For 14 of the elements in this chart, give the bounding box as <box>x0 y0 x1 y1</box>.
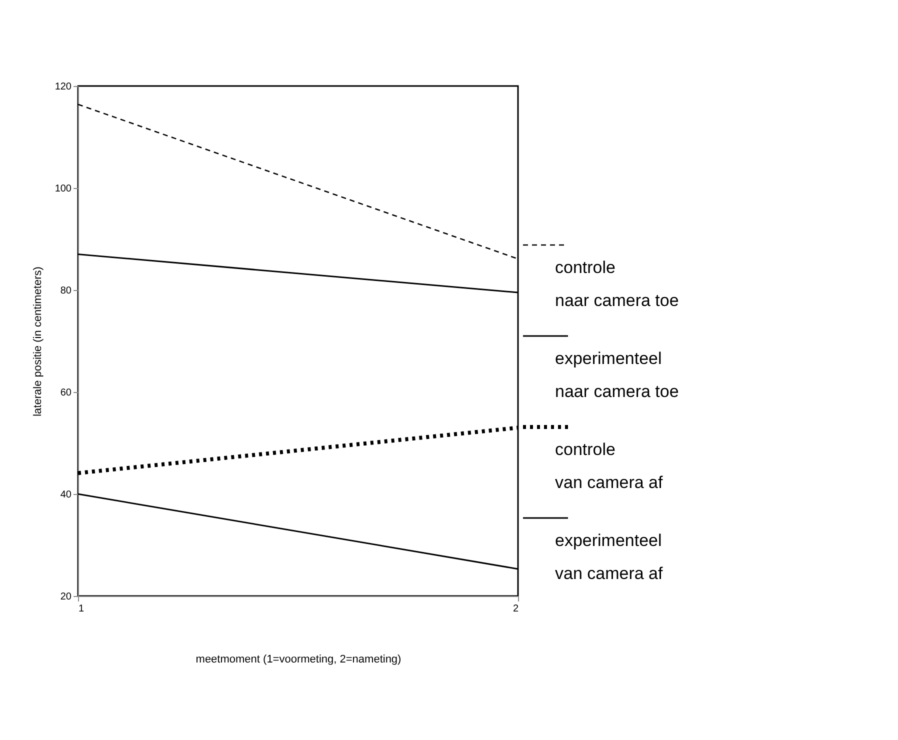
legend-label: experimenteel van camera af <box>555 531 663 583</box>
legend-label: controle naar camera toe <box>555 258 679 310</box>
legend-label: experimenteel naar camera toe <box>555 349 679 401</box>
y-tick-label: 120 <box>54 82 72 92</box>
y-tick-label: 40 <box>60 490 72 500</box>
y-tick-label: 100 <box>54 184 72 194</box>
x-axis-title: meetmoment (1=voormeting, 2=nameting) <box>196 654 402 666</box>
y-tick-label: 60 <box>60 388 72 398</box>
y-axis-title: laterale positie (in centimeters) <box>32 266 44 416</box>
x-tick-label: 1 <box>78 604 84 614</box>
y-tick-label: 20 <box>60 592 72 602</box>
y-tick-label: 80 <box>60 286 72 296</box>
x-tick-label: 2 <box>512 604 519 614</box>
legend-label: controle van camera af <box>555 440 663 492</box>
